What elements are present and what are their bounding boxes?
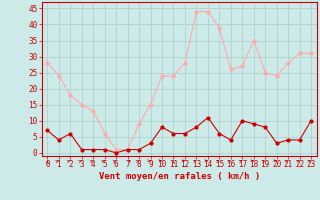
X-axis label: Vent moyen/en rafales ( km/h ): Vent moyen/en rafales ( km/h ) (99, 172, 260, 181)
